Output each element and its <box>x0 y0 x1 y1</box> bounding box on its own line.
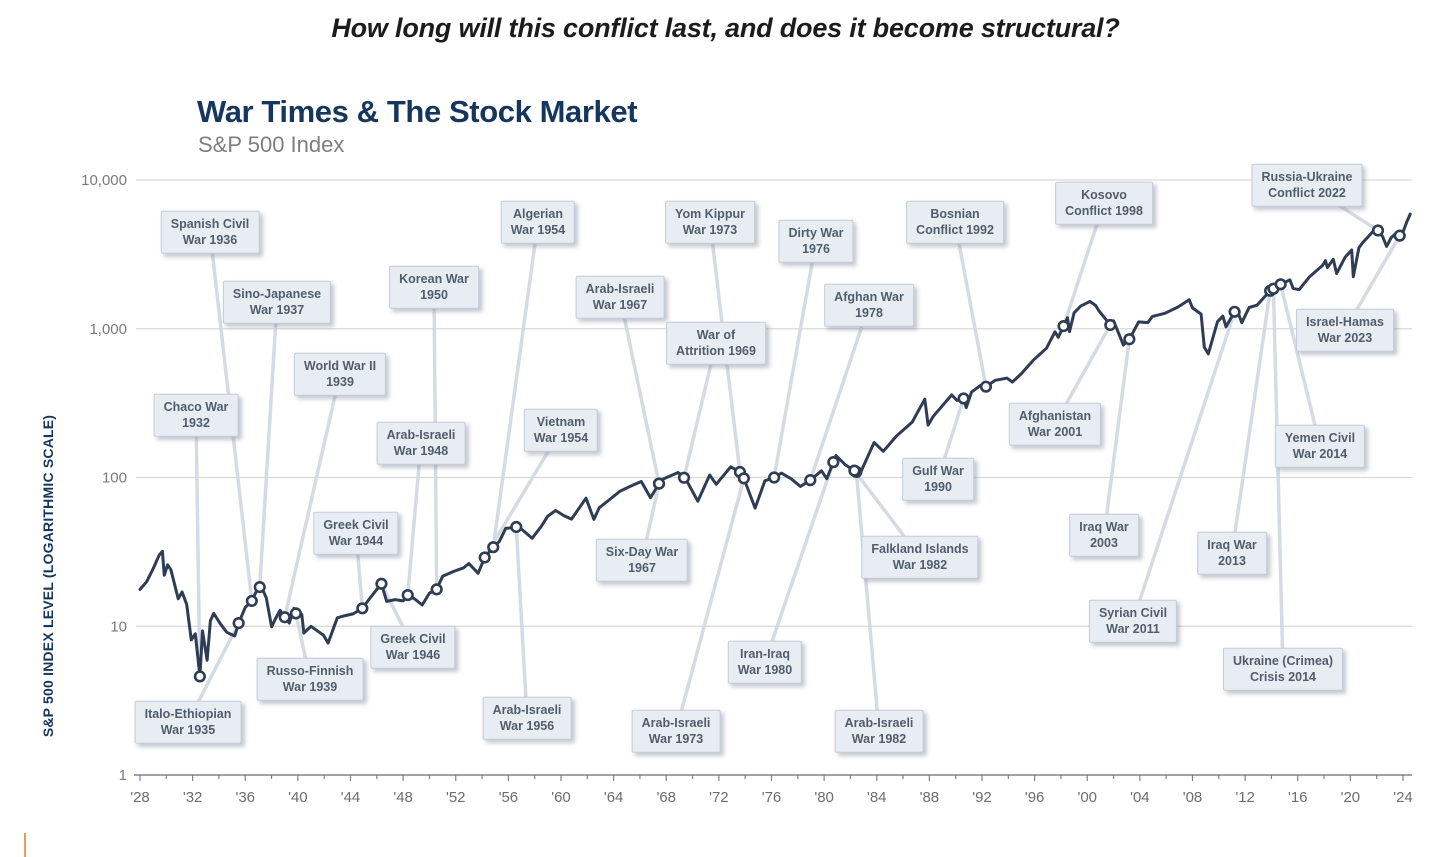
x-tick-label: '20 <box>1341 789 1361 806</box>
x-tick-label: '80 <box>814 789 834 806</box>
x-tick-label: '76 <box>762 789 782 806</box>
callout-leader-line <box>1271 288 1285 670</box>
callout-leader-line <box>1343 234 1402 331</box>
war-marker <box>478 551 491 564</box>
war-marker <box>401 588 414 602</box>
callout-leader-line <box>1131 311 1237 622</box>
x-tick-label: '92 <box>972 789 992 806</box>
callout-leader-line <box>483 429 563 559</box>
x-tick-label: '52 <box>446 789 466 806</box>
callout-leader-line <box>1053 324 1112 425</box>
y-tick-label: 1 <box>119 767 127 784</box>
callout-leader-line <box>432 286 439 590</box>
x-tick-label: '88 <box>920 789 940 806</box>
stray-orange-mark <box>24 833 26 857</box>
x-tick-label: '60 <box>551 789 571 806</box>
sp500-line <box>138 212 1412 678</box>
x-tick-label: '40 <box>288 789 308 806</box>
callout-leader-line <box>354 532 365 609</box>
x-tick-label: '12 <box>1235 789 1255 806</box>
callout-leader-line <box>491 221 540 548</box>
x-tick-label: '68 <box>656 789 676 806</box>
x-tick-label: '96 <box>1025 789 1045 806</box>
war-marker <box>677 471 691 484</box>
x-tick-label: '36 <box>235 789 255 806</box>
chart-title: War Times & The Stock Market <box>197 94 638 129</box>
x-tick-label: '16 <box>1288 789 1308 806</box>
war-marker <box>510 520 523 534</box>
callout-leader-line <box>283 373 342 618</box>
callout-leader-line <box>618 296 661 484</box>
callout-leader-line <box>257 301 279 588</box>
war-marker <box>804 474 817 487</box>
war-marker <box>253 581 266 594</box>
war-marker <box>1228 305 1241 318</box>
callout-leader-line <box>953 221 988 387</box>
war-marker <box>1123 333 1136 346</box>
y-tick-label: 1,000 <box>89 321 127 338</box>
war-marker <box>278 611 291 624</box>
x-tick-label: '64 <box>604 789 624 806</box>
x-tick-label: '04 <box>1130 789 1150 806</box>
war-marker <box>245 594 258 608</box>
x-tick-label: '24 <box>1393 789 1413 806</box>
x-tick-label: '72 <box>709 789 729 806</box>
war-marker <box>827 456 840 469</box>
war-marker <box>1393 229 1406 242</box>
x-tick-label: '48 <box>393 789 413 806</box>
x-tick-label: '44 <box>341 789 361 806</box>
x-tick-label: '08 <box>1183 789 1203 806</box>
x-tick-label: '84 <box>867 789 887 806</box>
war-marker <box>375 577 388 590</box>
x-tick-label: '56 <box>499 789 519 806</box>
callout-leader-line <box>682 342 718 479</box>
callout-leader-line <box>405 442 423 596</box>
war-marker <box>430 583 443 596</box>
war-marker <box>1371 224 1385 237</box>
headline-question: How long will this conflict last, and do… <box>331 13 1120 43</box>
war-marker <box>1057 320 1070 333</box>
callout-leader-line <box>1230 290 1272 554</box>
war-marker <box>979 380 993 393</box>
chart-subtitle: S&P 500 Index <box>198 132 345 157</box>
x-tick-label: '00 <box>1077 789 1097 806</box>
callout-leader-line <box>514 526 529 719</box>
war-marker <box>356 602 369 615</box>
y-tick-label: 10 <box>110 618 127 635</box>
y-tick-label: 10,000 <box>81 172 127 189</box>
callout-leader-line <box>772 240 818 478</box>
callout-leader-line <box>1306 183 1379 232</box>
callout-leader-line <box>674 477 746 732</box>
callout-leader-line <box>854 471 881 732</box>
callout-leader-line <box>194 414 202 677</box>
war-marker <box>193 670 206 683</box>
war-marker <box>957 392 970 405</box>
war-marker <box>848 464 861 477</box>
x-tick-label: '28 <box>130 789 150 806</box>
war-marker <box>737 472 750 485</box>
callout-leader-line <box>763 461 835 663</box>
war-marker <box>652 477 666 490</box>
callout-leader-line <box>208 231 254 602</box>
war-marker <box>1104 318 1117 332</box>
callout-leader-line <box>936 397 966 480</box>
callout-leader-line <box>808 304 871 481</box>
x-tick-label: '32 <box>183 789 203 806</box>
war-marker <box>1274 278 1287 291</box>
war-marker <box>768 471 781 484</box>
war-marker <box>232 616 245 630</box>
war-marker <box>487 541 500 554</box>
y-tick-label: 100 <box>102 470 127 487</box>
callout-leader-line <box>1102 339 1132 536</box>
war-marker <box>289 607 303 620</box>
callout-leader-line <box>1278 283 1322 447</box>
